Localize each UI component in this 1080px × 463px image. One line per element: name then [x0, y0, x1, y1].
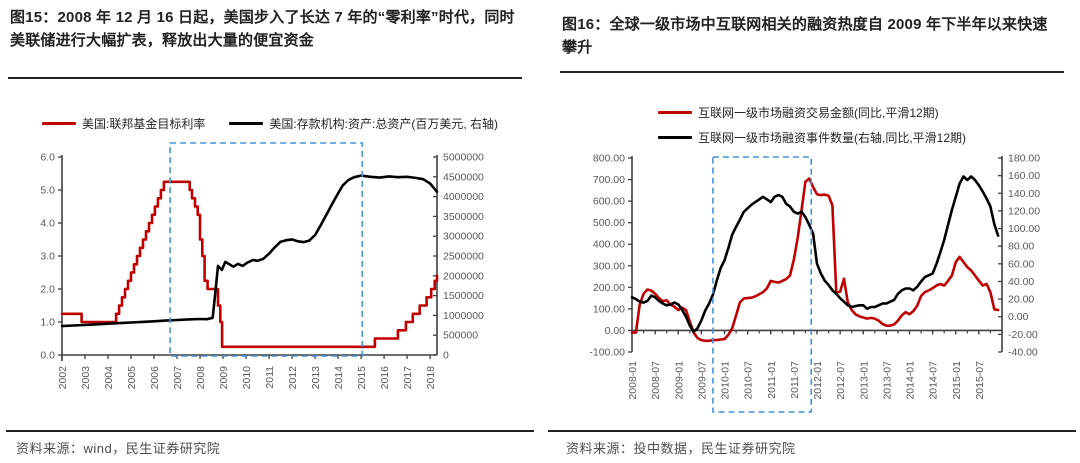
svg-text:3000000: 3000000: [443, 231, 484, 243]
svg-text:2009: 2009: [218, 366, 230, 390]
legend-label: 互联网一级市场融资交易金额(同比,平滑12期): [698, 106, 939, 120]
svg-text:2015-01: 2015-01: [951, 361, 963, 400]
svg-text:500000: 500000: [443, 330, 478, 342]
svg-text:3.0: 3.0: [40, 251, 55, 263]
legend-item-financing-count: 互联网一级市场融资事件数量(右轴,同比,平滑12期): [658, 129, 966, 146]
svg-text:2013-07: 2013-07: [881, 361, 893, 400]
svg-text:2016: 2016: [379, 366, 391, 390]
svg-text:2007: 2007: [172, 366, 184, 390]
svg-text:2010: 2010: [241, 366, 253, 390]
figure16-chart-canvas: -100.00 0.00 100.00 200.00 300.00 400.00 500.0…: [589, 153, 1040, 413]
svg-text:2012-01: 2012-01: [812, 361, 824, 400]
svg-text:2500000: 2500000: [443, 251, 484, 263]
svg-text:6.0: 6.0: [40, 152, 55, 164]
svg-text:2009-07: 2009-07: [696, 361, 708, 400]
svg-text:100.00: 100.00: [593, 303, 625, 315]
svg-text:4500000: 4500000: [443, 171, 484, 183]
svg-text:2004: 2004: [103, 366, 115, 390]
svg-text:2008-01: 2008-01: [627, 361, 639, 400]
figure15-title-underline: [8, 77, 522, 79]
svg-text:2011-01: 2011-01: [766, 361, 778, 399]
svg-text:2010-01: 2010-01: [720, 361, 732, 400]
svg-text:500.00: 500.00: [593, 217, 625, 229]
svg-text:2005: 2005: [126, 366, 138, 390]
figure15-panel: 图15：2008 年 12 月 16 日起，美国步入了长达 7 年的“零利率”时…: [0, 9, 540, 456]
svg-text:2003: 2003: [80, 366, 92, 390]
svg-text:2.0: 2.0: [40, 284, 55, 296]
svg-text:300.00: 300.00: [593, 260, 625, 272]
svg-text:0: 0: [443, 350, 449, 362]
svg-text:140.00: 140.00: [1008, 188, 1040, 200]
svg-text:2014-01: 2014-01: [905, 361, 917, 400]
figure16-bottom-rule: [548, 430, 1076, 432]
svg-text:180.00: 180.00: [1008, 153, 1040, 165]
svg-text:4000000: 4000000: [443, 191, 484, 203]
legend-label: 美国:存款机构:资产:总资产(百万美元, 右轴): [269, 117, 498, 131]
svg-text:5000000: 5000000: [443, 152, 484, 164]
svg-text:-40.00: -40.00: [1008, 347, 1038, 359]
figure16-panel: 图16：全球一级市场中互联网相关的融资热度自 2009 年下半年以来快速攀升 互…: [540, 0, 1080, 463]
svg-text:2012: 2012: [287, 366, 299, 390]
figure16-legend: 互联网一级市场融资交易金额(同比,平滑12期) 互联网一级市场融资事件数量(右轴…: [658, 104, 966, 146]
svg-text:5.0: 5.0: [40, 185, 55, 197]
svg-text:1000000: 1000000: [443, 310, 484, 322]
legend-label: 美国:联邦基金目标利率: [81, 117, 206, 131]
svg-text:0.00: 0.00: [1008, 311, 1029, 323]
svg-text:2011-07: 2011-07: [789, 361, 801, 399]
svg-text:800.00: 800.00: [593, 153, 625, 165]
svg-text:2015: 2015: [356, 366, 368, 390]
svg-text:2008-07: 2008-07: [650, 361, 662, 400]
red-line-swatch: [41, 121, 76, 126]
svg-text:2011: 2011: [264, 366, 276, 389]
svg-text:0.00: 0.00: [605, 325, 626, 337]
legend-item-fed-funds-rate: 美国:联邦基金目标利率: [41, 115, 206, 132]
svg-text:2014: 2014: [333, 366, 345, 390]
svg-text:2014-07: 2014-07: [928, 361, 940, 400]
svg-text:200.00: 200.00: [593, 282, 625, 294]
figure16-title: 图16：全球一级市场中互联网相关的融资热度自 2009 年下半年以来快速攀升: [562, 16, 1048, 57]
legend-label: 互联网一级市场融资事件数量(右轴,同比,平滑12期): [698, 131, 967, 145]
svg-text:80.00: 80.00: [1008, 241, 1034, 253]
figure15-title: 图15：2008 年 12 月 16 日起，美国步入了长达 7 年的“零利率”时…: [10, 9, 515, 50]
svg-text:2017: 2017: [402, 366, 414, 390]
svg-text:2012-07: 2012-07: [835, 361, 847, 400]
red-line-swatch: [658, 110, 692, 115]
svg-text:700.00: 700.00: [593, 174, 625, 186]
svg-text:-20.00: -20.00: [1008, 329, 1038, 341]
svg-text:160.00: 160.00: [1008, 170, 1040, 182]
svg-text:2008: 2008: [195, 366, 207, 390]
svg-text:400.00: 400.00: [593, 239, 625, 251]
svg-text:60.00: 60.00: [1008, 258, 1034, 270]
svg-text:120.00: 120.00: [1008, 205, 1040, 217]
svg-text:2013-01: 2013-01: [858, 361, 870, 400]
figure15-legend: 美国:联邦基金目标利率 美国:存款机构:资产:总资产(百万美元, 右轴): [0, 115, 540, 132]
black-line-swatch: [658, 135, 692, 140]
svg-text:0.0: 0.0: [40, 350, 55, 362]
svg-text:2010-07: 2010-07: [743, 361, 755, 400]
svg-text:40.00: 40.00: [1008, 276, 1034, 288]
svg-text:1500000: 1500000: [443, 290, 484, 302]
svg-text:600.00: 600.00: [593, 196, 625, 208]
svg-text:2000000: 2000000: [443, 270, 484, 282]
legend-item-financing-amount: 互联网一级市场融资交易金额(同比,平滑12期): [658, 104, 966, 121]
svg-text:2015-07: 2015-07: [974, 361, 986, 400]
svg-text:2009-01: 2009-01: [673, 361, 685, 400]
figure16-title-underline: [560, 71, 1064, 73]
figure15-bottom-rule: [6, 430, 534, 432]
svg-text:2006: 2006: [149, 366, 161, 390]
svg-text:100.00: 100.00: [1008, 223, 1040, 235]
black-line-swatch: [229, 121, 264, 126]
legend-item-total-assets: 美国:存款机构:资产:总资产(百万美元, 右轴): [229, 115, 498, 132]
figure16-source: 资料来源：投中数据，民生证券研究院: [566, 441, 796, 456]
figure15-source: 资料来源：wind，民生证券研究院: [16, 441, 221, 456]
svg-text:4.0: 4.0: [40, 218, 55, 230]
svg-text:3500000: 3500000: [443, 211, 484, 223]
svg-text:1.0: 1.0: [40, 317, 55, 329]
svg-text:20.00: 20.00: [1008, 294, 1034, 306]
svg-text:-100.00: -100.00: [589, 347, 625, 359]
figure15-chart-canvas: 0.0 1.0 2.0 3.0 4.0 5.0 6.0 0 500000 1000000 15000…: [40, 142, 484, 390]
svg-text:2018: 2018: [425, 366, 437, 390]
svg-text:2013: 2013: [310, 366, 322, 390]
svg-text:2002: 2002: [57, 366, 69, 390]
